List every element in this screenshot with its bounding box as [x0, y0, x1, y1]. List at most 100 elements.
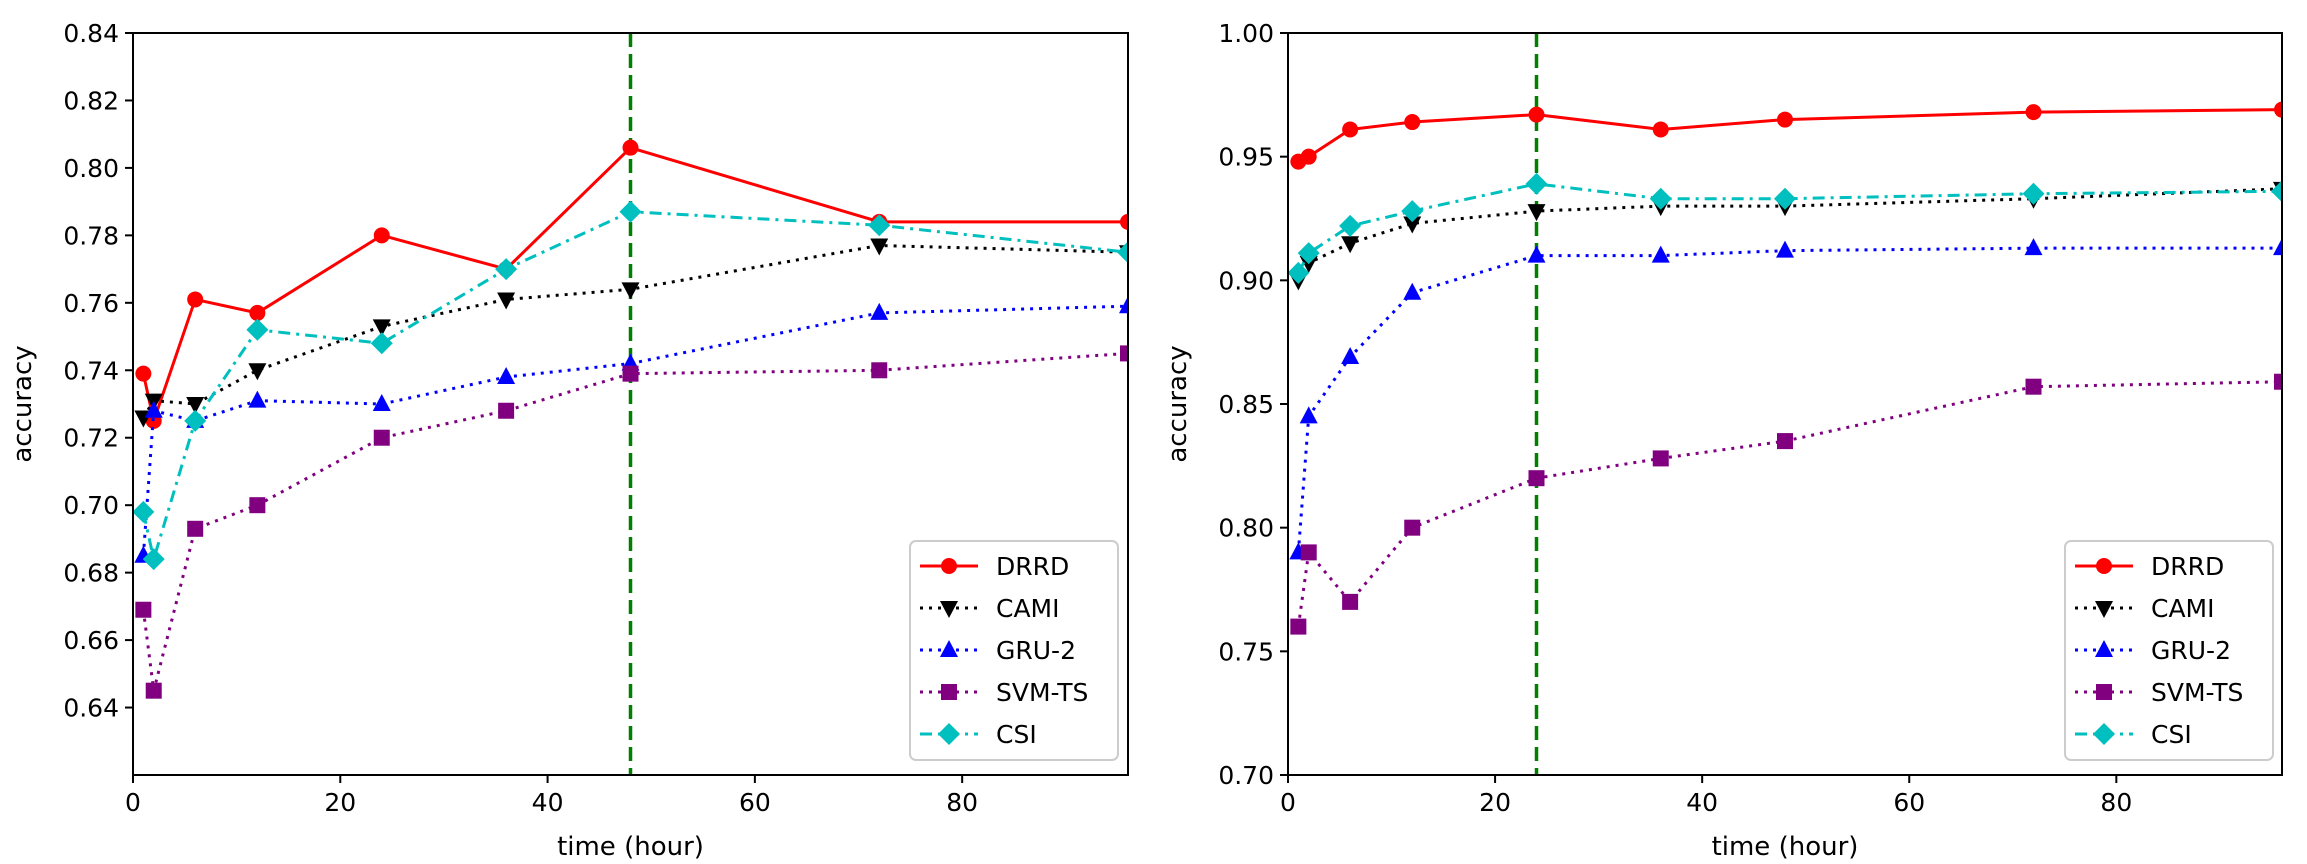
y-tick-label: 1.00 — [1218, 19, 1274, 48]
y-tick-label: 0.72 — [63, 424, 119, 453]
data-point-gru-2 — [1119, 296, 1128, 314]
data-point-cami — [372, 319, 391, 337]
data-point-csi — [1649, 187, 1672, 210]
series-line-cami — [142, 243, 1128, 419]
legend-box — [909, 540, 1119, 761]
series-svm-ts — [1290, 373, 2282, 635]
data-point-csi — [1774, 187, 1796, 210]
data-point-cami — [1299, 256, 1318, 274]
y-tick-label: 0.75 — [1218, 637, 1274, 666]
series-gru-2 — [1289, 238, 2282, 560]
right-chart-panel: 0 20 40 60 80 0.70 0.75 0.80 0.85 0.90 0.95 1.00 tim… — [1163, 19, 2283, 862]
x-tick-label: 60 — [1893, 788, 1925, 817]
legend-marker-cami — [2095, 601, 2113, 618]
data-point-svm-ts — [498, 402, 515, 419]
data-point-drrd — [187, 291, 204, 308]
data-point-svm-ts — [622, 365, 639, 382]
series-csi — [1288, 172, 2282, 284]
legend-label-drrd: DRRD — [2151, 552, 2224, 581]
data-point-svm-ts — [187, 520, 204, 537]
data-point-svm-ts — [2274, 373, 2282, 390]
y-tick-label: 0.80 — [63, 154, 119, 183]
data-point-gru-2 — [870, 302, 889, 320]
data-point-csi — [495, 258, 518, 281]
data-point-gru-2 — [1341, 347, 1360, 365]
legend-label-svm-ts: SVM-TS — [2151, 678, 2243, 707]
data-point-gru-2 — [1651, 245, 1670, 263]
data-point-svm-ts — [135, 601, 152, 618]
x-tick-label: 40 — [1686, 788, 1718, 817]
legend-marker-csi — [2093, 723, 2115, 745]
data-point-svm-ts — [1404, 519, 1421, 536]
data-point-cami — [186, 397, 205, 414]
legend-label-csi: CSI — [2151, 720, 2192, 749]
legend-marker-svm-ts — [2096, 684, 2112, 700]
y-tick-label: 0.80 — [1218, 514, 1274, 543]
data-point-drrd — [1777, 111, 1793, 128]
data-point-drrd — [1404, 114, 1421, 131]
data-point-gru-2 — [1776, 240, 1794, 258]
legend: DRRD CAMI GRU-2 SVM-TS CSI — [909, 540, 1119, 761]
series-drrd — [1290, 101, 2282, 170]
data-point-csi — [619, 200, 642, 223]
data-point-cami — [1527, 204, 1546, 222]
y-tick-label: 0.82 — [63, 86, 119, 115]
legend-marker-drrd — [2096, 558, 2112, 574]
x-tick-label: 60 — [739, 788, 771, 817]
legend-label-cami: CAMI — [2151, 594, 2215, 623]
data-point-drrd — [1528, 106, 1545, 123]
x-axis-label: time (hour) — [1712, 832, 1859, 862]
data-point-drrd — [135, 365, 152, 382]
y-tick-label: 0.84 — [63, 19, 119, 48]
data-point-cami — [1403, 216, 1422, 234]
data-point-cami — [870, 238, 889, 256]
data-point-svm-ts — [145, 682, 162, 699]
x-tick-label: 0 — [125, 788, 141, 817]
data-point-svm-ts — [1300, 544, 1317, 561]
data-point-svm-ts — [1290, 618, 1307, 635]
x-axis-label: time (hour) — [557, 832, 704, 862]
y-tick-label: 0.70 — [1218, 761, 1274, 790]
data-point-csi — [2022, 182, 2045, 205]
x-tick-label: 0 — [1280, 788, 1296, 817]
legend-label-gru-2: GRU-2 — [2151, 636, 2231, 665]
data-point-svm-ts — [1342, 593, 1359, 610]
data-point-svm-ts — [1120, 345, 1128, 362]
y-tick-label: 0.70 — [63, 491, 119, 520]
y-tick-label: 0.74 — [63, 356, 119, 385]
legend-label-drrd: DRRD — [996, 552, 1069, 581]
data-point-cami — [1341, 236, 1360, 254]
data-point-gru-2 — [2273, 238, 2282, 256]
data-point-svm-ts — [871, 362, 888, 379]
data-point-gru-2 — [497, 367, 516, 385]
legend-marker-gru-2 — [2095, 640, 2113, 657]
data-point-drrd — [373, 227, 390, 244]
data-point-drrd — [1300, 148, 1317, 165]
series-line-svm-ts — [141, 351, 1128, 693]
x-tick-label: 40 — [532, 788, 564, 817]
data-point-drrd — [1342, 121, 1359, 138]
data-point-drrd — [2025, 104, 2042, 121]
data-point-drrd — [2274, 101, 2282, 118]
data-point-csi — [142, 548, 165, 571]
data-point-gru-2 — [248, 390, 267, 408]
data-point-drrd — [1120, 213, 1128, 230]
x-tick-label: 20 — [324, 788, 356, 817]
legend: DRRD CAMI GRU-2 SVM-TS CSI — [2064, 540, 2274, 761]
y-axis-label: accuracy — [8, 345, 38, 462]
data-point-svm-ts — [1777, 433, 1793, 450]
legend-box — [2064, 540, 2274, 761]
legend-marker-csi — [938, 723, 960, 745]
data-point-csi — [370, 332, 393, 355]
y-tick-label: 0.78 — [63, 221, 119, 250]
series-svm-ts — [135, 345, 1128, 699]
y-tick-label: 0.68 — [63, 559, 119, 588]
data-point-gru-2 — [144, 400, 163, 418]
data-point-cami — [621, 282, 640, 300]
data-point-svm-ts — [2025, 378, 2042, 395]
data-point-gru-2 — [1299, 406, 1318, 424]
legend-marker-gru-2 — [940, 640, 958, 657]
data-point-csi — [2271, 180, 2282, 203]
